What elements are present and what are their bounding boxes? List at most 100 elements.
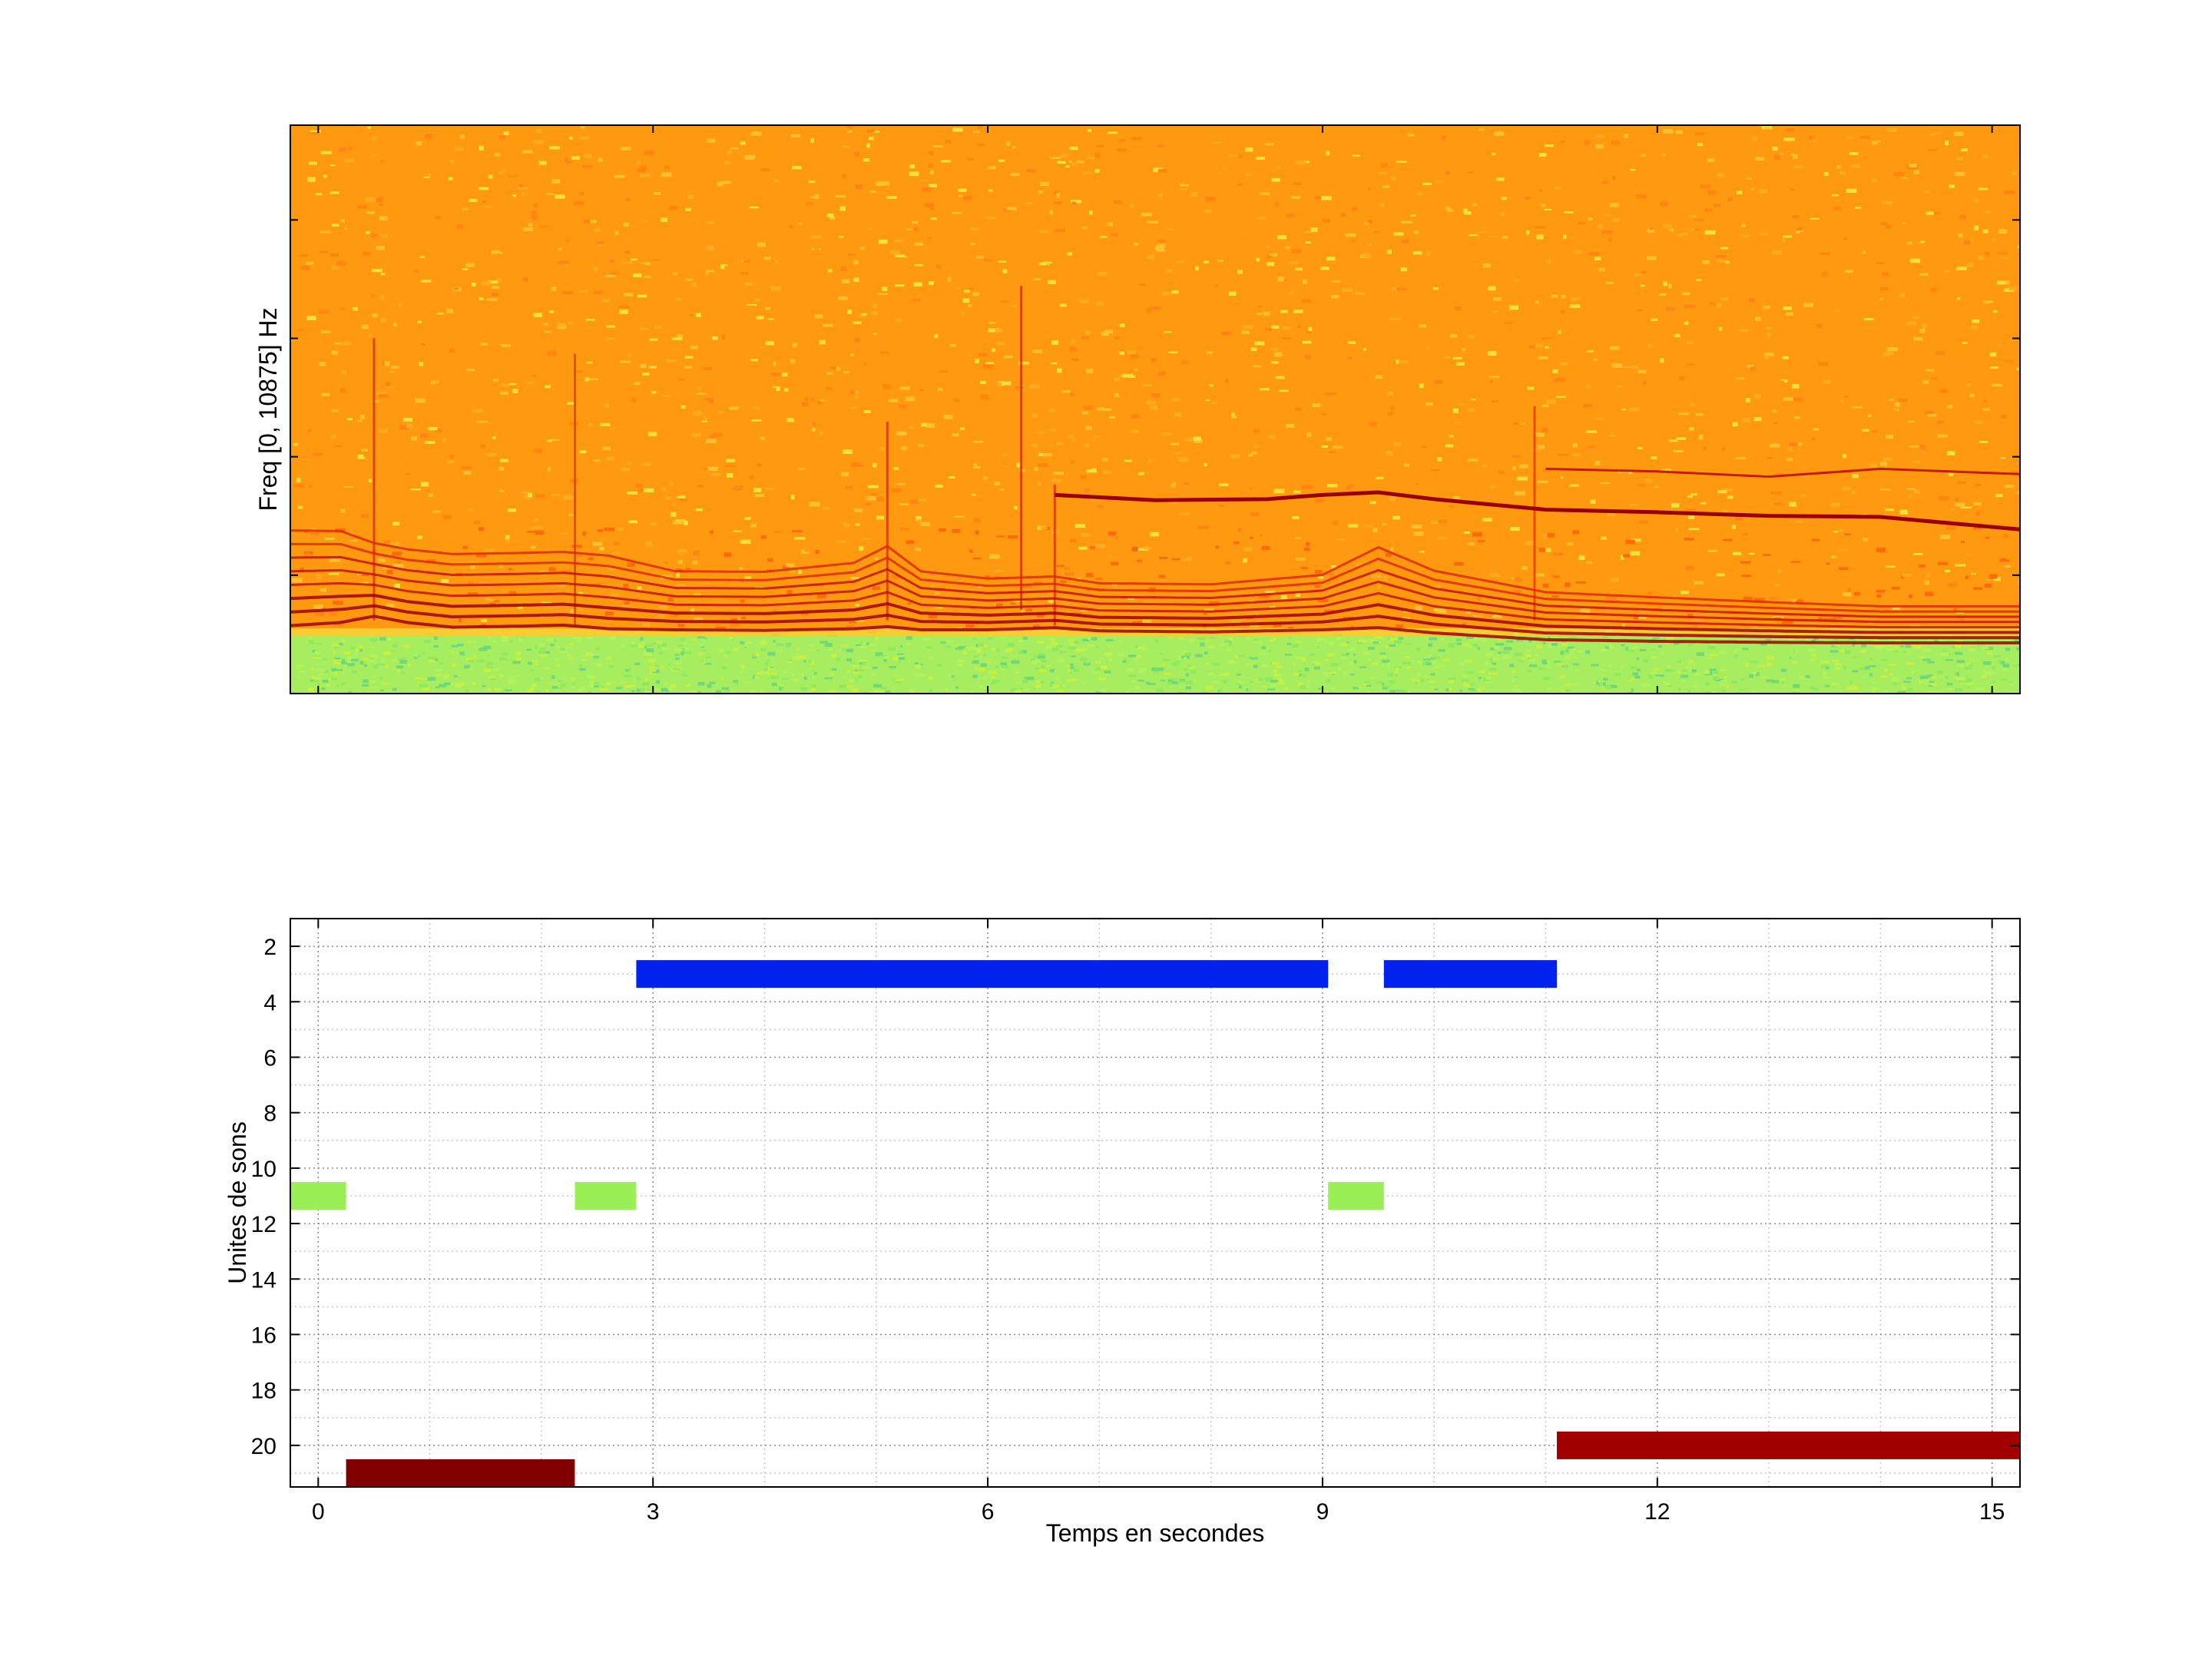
noise-speck bbox=[352, 617, 358, 620]
noise-speck bbox=[1069, 538, 1077, 543]
noise-speck bbox=[996, 603, 1003, 608]
noise-speck bbox=[977, 125, 982, 130]
low-band-speck bbox=[1596, 680, 1600, 684]
low-band-speck bbox=[1055, 677, 1061, 680]
noise-speck bbox=[1071, 201, 1077, 205]
noise-speck bbox=[1909, 579, 1919, 584]
noise-speck bbox=[535, 448, 542, 453]
noise-speck bbox=[1305, 241, 1311, 243]
noise-speck bbox=[380, 273, 386, 276]
noise-speck bbox=[1403, 463, 1410, 467]
noise-speck bbox=[522, 227, 533, 231]
noise-speck bbox=[861, 313, 867, 316]
noise-speck bbox=[912, 299, 921, 301]
noise-speck bbox=[1138, 283, 1146, 286]
low-band-speck bbox=[1125, 691, 1130, 694]
noise-speck bbox=[551, 286, 557, 291]
noise-speck bbox=[1916, 239, 1921, 243]
low-band-speck bbox=[839, 684, 847, 688]
noise-speck bbox=[923, 247, 928, 250]
noise-speck bbox=[1546, 132, 1558, 137]
noise-speck bbox=[1472, 203, 1478, 206]
noise-speck bbox=[1392, 287, 1399, 291]
low-band-speck bbox=[771, 682, 777, 687]
noise-speck bbox=[1211, 402, 1218, 405]
noise-speck bbox=[1718, 326, 1723, 331]
low-band-speck bbox=[643, 651, 649, 654]
noise-speck bbox=[1071, 358, 1079, 361]
noise-speck bbox=[383, 540, 391, 543]
low-band-speck bbox=[1246, 637, 1250, 640]
noise-speck bbox=[1286, 424, 1295, 428]
noise-speck bbox=[366, 231, 370, 234]
low-band-speck bbox=[740, 665, 746, 669]
noise-speck bbox=[313, 604, 323, 609]
noise-speck bbox=[1842, 454, 1846, 459]
noise-speck bbox=[1975, 191, 1980, 194]
noise-speck bbox=[2000, 482, 2005, 488]
noise-speck bbox=[1426, 345, 1430, 349]
noise-speck bbox=[1157, 144, 1164, 147]
noise-speck bbox=[1658, 624, 1668, 628]
noise-speck bbox=[1396, 288, 1407, 291]
noise-speck bbox=[1214, 256, 1220, 259]
low-band-speck bbox=[1170, 680, 1179, 684]
noise-speck bbox=[1598, 267, 1605, 272]
noise-speck bbox=[854, 337, 860, 343]
noise-speck bbox=[697, 386, 702, 390]
low-band-speck bbox=[334, 657, 341, 660]
noise-speck bbox=[538, 161, 547, 165]
noise-speck bbox=[1578, 555, 1585, 560]
low-band-speck bbox=[389, 650, 395, 652]
noise-speck bbox=[1010, 172, 1020, 177]
noise-speck bbox=[842, 145, 850, 148]
low-band-speck bbox=[655, 680, 661, 684]
noise-speck bbox=[1919, 564, 1926, 568]
noise-speck bbox=[1545, 548, 1551, 552]
low-band-speck bbox=[1389, 690, 1396, 694]
noise-speck bbox=[1476, 596, 1482, 601]
noise-speck bbox=[972, 493, 976, 496]
noise-speck bbox=[304, 285, 314, 290]
noise-speck bbox=[877, 293, 888, 295]
low-band-speck bbox=[733, 647, 740, 651]
noise-speck bbox=[1868, 463, 1878, 468]
noise-speck bbox=[1081, 533, 1091, 537]
low-band-speck bbox=[1781, 680, 1785, 684]
noise-speck bbox=[1042, 261, 1052, 263]
noise-speck bbox=[1727, 197, 1733, 201]
noise-speck bbox=[350, 539, 357, 541]
noise-speck bbox=[471, 283, 476, 286]
noise-speck bbox=[412, 592, 416, 594]
low-band-speck bbox=[1293, 673, 1301, 676]
noise-speck bbox=[955, 287, 960, 290]
low-band-speck bbox=[1238, 654, 1246, 657]
noise-speck bbox=[1421, 189, 1425, 192]
noise-speck bbox=[1830, 502, 1840, 507]
low-band-speck bbox=[1844, 650, 1851, 654]
noise-speck bbox=[840, 266, 847, 271]
noise-speck bbox=[1097, 272, 1108, 276]
noise-speck bbox=[389, 370, 396, 373]
low-band-speck bbox=[863, 641, 866, 644]
noise-speck bbox=[1362, 253, 1372, 258]
noise-speck bbox=[685, 207, 691, 211]
noise-speck bbox=[1961, 541, 1965, 543]
noise-speck bbox=[1094, 169, 1100, 173]
noise-speck bbox=[1102, 408, 1111, 411]
low-band-speck bbox=[1900, 645, 1904, 647]
low-band-speck bbox=[1772, 680, 1780, 684]
noise-speck bbox=[1367, 187, 1371, 190]
noise-speck bbox=[1775, 380, 1785, 386]
noise-speck bbox=[508, 175, 518, 177]
noise-speck bbox=[706, 221, 715, 224]
noise-speck bbox=[1564, 434, 1569, 439]
noise-speck bbox=[1813, 428, 1820, 431]
noise-speck bbox=[1086, 369, 1093, 373]
noise-speck bbox=[968, 304, 972, 307]
noise-speck bbox=[361, 514, 370, 518]
noise-speck bbox=[935, 484, 943, 488]
low-band-speck bbox=[1621, 644, 1625, 647]
low-band-speck bbox=[1014, 671, 1019, 674]
noise-speck bbox=[841, 472, 849, 477]
